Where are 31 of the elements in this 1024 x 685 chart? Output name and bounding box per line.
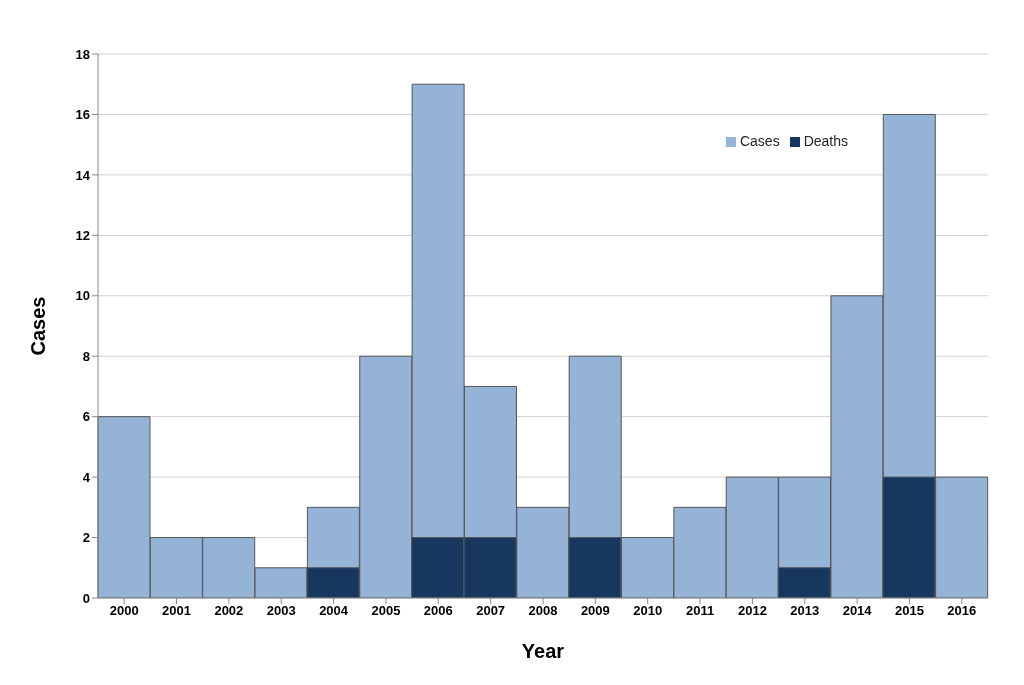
x-tick-label: 2000	[109, 603, 139, 619]
x-tick-label: 2004	[319, 603, 349, 619]
x-axis-title: Year	[521, 640, 565, 662]
x-tick-label: 2010	[633, 603, 663, 619]
x-tick-label: 2015	[895, 603, 924, 619]
x-tick-label: 2005	[371, 603, 401, 619]
y-tick-label: 12	[75, 227, 90, 243]
x-tick-label: 2016	[947, 603, 977, 619]
x-tick-label: 2013	[790, 603, 820, 619]
y-tick-label: 6	[82, 409, 90, 425]
x-tick-label: 2006	[423, 603, 453, 619]
x-tick-label: 2014	[842, 603, 873, 619]
y-tick-label: 8	[82, 348, 90, 364]
y-axis-title: Cases	[27, 296, 50, 356]
legend-label: Cases	[739, 133, 780, 149]
y-tick-label: 18	[75, 46, 90, 62]
y-tick-label: 10	[75, 288, 90, 304]
x-tick-label: 2001	[162, 603, 191, 619]
x-tick-label: 2007	[476, 603, 506, 619]
x-tick-label: 2002	[214, 603, 244, 619]
x-tick-label: 2012	[737, 603, 767, 619]
x-tick-label: 2011	[685, 603, 715, 619]
y-tick-label: 14	[75, 167, 91, 183]
x-tick-label: 2009	[580, 603, 610, 619]
x-tick-label: 2008	[528, 603, 558, 619]
y-tick-label: 16	[75, 107, 90, 123]
y-tick-label: 2	[82, 530, 90, 546]
y-tick-label: 0	[82, 590, 90, 606]
y-tick-label: 4	[82, 469, 91, 485]
legend-label: Deaths	[803, 133, 848, 149]
x-tick-label: 2003	[266, 603, 296, 619]
